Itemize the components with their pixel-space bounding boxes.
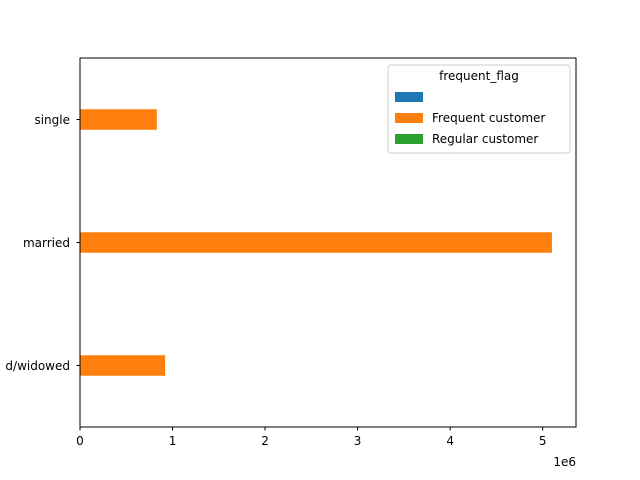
legend-label-2: Regular customer: [432, 132, 538, 146]
bars-group: [80, 109, 552, 376]
legend-swatch-0: [395, 92, 423, 102]
plot-frame: [79, 57, 577, 428]
x-axis-ticks: 0 1 2 3 4 5: [76, 427, 547, 448]
bar-divorced-widowed-series-1: [80, 355, 166, 376]
x-tick-label: 5: [539, 434, 547, 448]
bar-single-series-1: [80, 109, 157, 130]
x-tick-label: 3: [354, 434, 362, 448]
y-tick-label: single: [34, 113, 70, 127]
x-tick-label: 0: [76, 434, 84, 448]
legend-swatch-1: [395, 113, 423, 123]
x-tick-label: 4: [446, 434, 454, 448]
legend-swatch-2: [395, 134, 423, 144]
legend-title: frequent_flag: [439, 69, 519, 83]
legend: frequent_flag Frequent customer Regular c…: [387, 64, 571, 154]
x-offset-label: 1e6: [553, 455, 576, 469]
x-tick-label: 2: [261, 434, 269, 448]
legend-items: Frequent customer Regular customer: [395, 92, 545, 146]
y-tick-label: d/widowed: [5, 359, 70, 373]
y-tick-label: married: [23, 236, 70, 250]
legend-frame: [387, 64, 571, 154]
y-axis-ticks: d/widowed married single: [5, 113, 80, 373]
legend-label-1: Frequent customer: [432, 111, 545, 125]
bar-married-series-1: [80, 232, 552, 253]
x-tick-label: 1: [169, 434, 177, 448]
